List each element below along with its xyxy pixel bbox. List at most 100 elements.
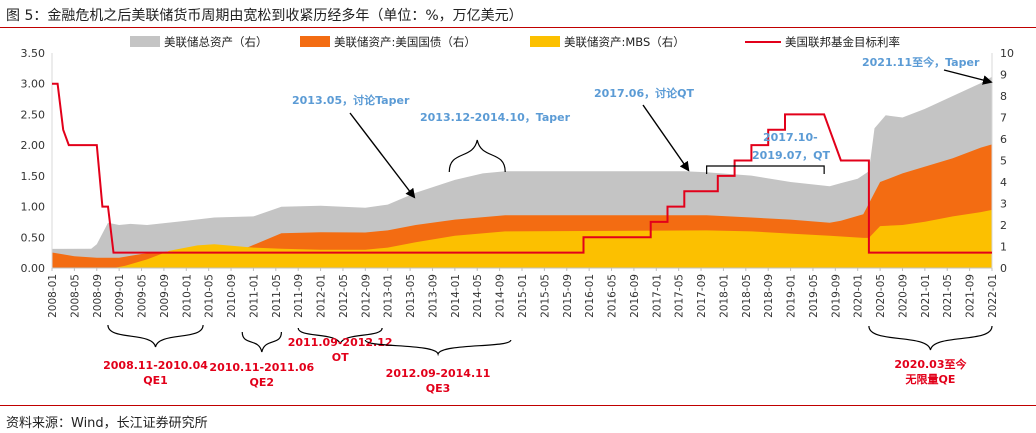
x-tick-label: 2010-09 [226, 274, 238, 318]
left-tick-label: 0.00 [21, 262, 46, 275]
x-tick-label: 2009-09 [159, 274, 171, 318]
x-tick-label: 2017-05 [674, 274, 686, 318]
left-tick-label: 2.00 [21, 139, 46, 152]
legend-label: 美国联邦基金目标利率 [785, 35, 900, 49]
x-tick-label: 2008-01 [47, 274, 59, 318]
right-tick-label: 6 [1000, 133, 1007, 146]
x-tick-label: 2014-05 [472, 274, 484, 318]
x-tick-label: 2010-05 [204, 274, 216, 318]
legend-label: 美联储总资产（右） [164, 35, 268, 49]
qe-label: 2008.11-2010.04 [103, 359, 208, 372]
x-tick-label: 2020-05 [875, 274, 887, 318]
fed-rate-line [52, 82, 992, 254]
qe-brace [107, 324, 204, 348]
source-note: 资料来源：Wind，长江证券研究所 [6, 416, 208, 431]
x-tick-label: 2021-05 [942, 274, 954, 318]
annotation-label: 2013.12-2014.10，Taper [420, 111, 571, 124]
x-tick-label: 2011-05 [271, 274, 283, 318]
x-tick-label: 2012-09 [360, 274, 372, 318]
qe-name: QE3 [426, 382, 451, 395]
left-tick-label: 2.50 [21, 108, 46, 121]
qe-label: 2020.03至今 [894, 357, 967, 371]
x-tick-label: 2021-01 [920, 274, 932, 318]
x-tick-label: 2017-09 [696, 274, 708, 318]
x-tick-label: 2019-05 [808, 274, 820, 318]
x-tick-label: 2015-09 [562, 274, 574, 318]
x-tick-label: 2010-01 [181, 274, 193, 318]
figure-title: 图 5：金融危机之后美联储货币周期由宽松到收紧历经多年（单位：%，万亿美元） [6, 8, 523, 24]
x-tick-label: 2015-05 [539, 274, 551, 318]
legend-swatch [130, 36, 160, 47]
qe-label: 2010.11-2011.06 [209, 361, 314, 374]
x-tick-label: 2021-09 [965, 274, 977, 318]
left-tick-label: 3.50 [21, 47, 46, 60]
right-tick-label: 5 [1000, 155, 1007, 168]
qe-period: 2010.11-2011.06 QE2 [209, 331, 315, 389]
left-tick-label: 1.00 [21, 201, 46, 214]
x-tick-label: 2018-05 [741, 274, 753, 318]
left-tick-label: 0.50 [21, 231, 46, 244]
x-tick-label: 2016-09 [629, 274, 641, 318]
legend-item: 美联储资产:美国国债（右） [300, 35, 476, 49]
annotation-label: 2017.06，讨论QT [594, 86, 694, 100]
legend-item: 美联储总资产（右） [130, 35, 268, 49]
annotation-arrow [349, 112, 416, 199]
right-tick-label: 0 [1000, 262, 1007, 275]
qe-brace [241, 331, 283, 353]
annotation-label: 2019.07，QT [752, 149, 830, 162]
right-tick-label: 3 [1000, 198, 1007, 211]
legend-label: 美联储资产:MBS（右） [564, 35, 685, 49]
legend-swatch [300, 36, 330, 47]
x-tick-label: 2016-01 [584, 274, 596, 318]
qe-period: 2011.09-2012.12 OT [288, 327, 393, 364]
annotation-label: 2017.10- [763, 131, 818, 144]
qe-period: 2008.11-2010.04 QE1 [103, 324, 208, 387]
taper-brace [448, 139, 506, 173]
left-tick-label: 1.50 [21, 170, 46, 183]
legend-label: 美联储资产:美国国债（右） [334, 35, 476, 49]
footer-divider [0, 405, 1036, 406]
x-tick-label: 2013-09 [427, 274, 439, 318]
qe-name: OT [332, 351, 349, 364]
x-tick-label: 2012-01 [316, 274, 328, 318]
legend-item: 美国联邦基金目标利率 [745, 35, 900, 49]
x-tick-label: 2020-01 [853, 274, 865, 318]
x-tick-label: 2017-01 [651, 274, 663, 318]
right-tick-label: 1 [1000, 241, 1007, 254]
x-tick-label: 2018-09 [763, 274, 775, 318]
right-tick-label: 2 [1000, 219, 1007, 232]
qe-period: 2012.09-2014.11 QE3 [364, 339, 512, 395]
x-tick-label: 2022-01 [987, 274, 999, 318]
x-tick-label: 2014-09 [495, 274, 507, 318]
legend-swatch [530, 36, 560, 47]
right-tick-label: 9 [1000, 69, 1007, 82]
x-tick-label: 2015-01 [517, 274, 529, 318]
annotation-label: 2013.05，讨论Taper [292, 93, 410, 107]
annotation-arrow [943, 69, 993, 85]
legend-item: 美联储资产:MBS（右） [530, 35, 685, 49]
qe-name: QE2 [250, 376, 275, 389]
qe-brace [364, 339, 512, 357]
x-tick-label: 2011-01 [248, 274, 260, 318]
x-tick-label: 2012-05 [338, 274, 350, 318]
x-tick-label: 2019-09 [830, 274, 842, 318]
qe-label: 2011.09-2012.12 [288, 336, 393, 349]
qe-name: 无限量QE [905, 372, 956, 386]
x-tick-label: 2018-01 [718, 274, 730, 318]
right-tick-label: 4 [1000, 176, 1007, 189]
x-tick-label: 2014-01 [450, 274, 462, 318]
x-tick-label: 2008-09 [92, 274, 104, 318]
qe-label: 2012.09-2014.11 [386, 367, 491, 380]
x-tick-label: 2011-09 [293, 274, 305, 318]
x-tick-label: 2020-09 [897, 274, 909, 318]
qe-brace [868, 325, 993, 351]
x-tick-label: 2013-01 [383, 274, 395, 318]
x-tick-label: 2013-05 [405, 274, 417, 318]
qt-bracket [706, 165, 825, 174]
right-tick-label: 7 [1000, 112, 1007, 125]
right-tick-label: 8 [1000, 90, 1007, 103]
left-tick-label: 3.00 [21, 78, 46, 91]
x-tick-label: 2016-05 [607, 274, 619, 318]
